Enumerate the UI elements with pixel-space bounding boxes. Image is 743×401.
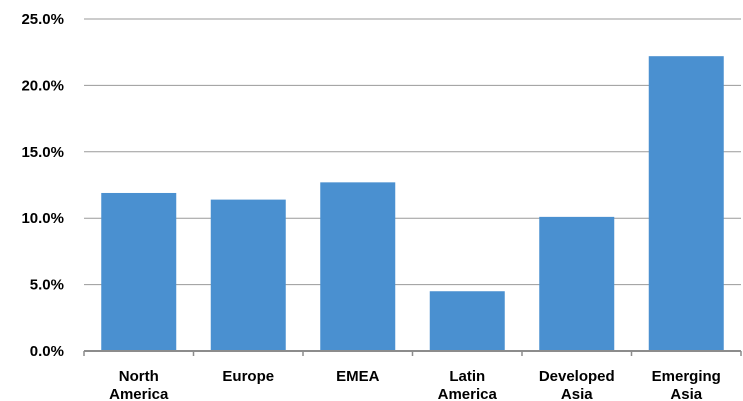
x-tick-label: Asia: [670, 386, 702, 401]
x-tick-label: Developed: [539, 368, 615, 385]
bar: [210, 199, 286, 351]
bar: [648, 56, 724, 352]
x-tick-label: America: [438, 386, 498, 401]
x-tick-label: EMEA: [336, 368, 380, 385]
x-tick-label: America: [109, 386, 169, 401]
x-tick-label: Emerging: [652, 368, 721, 385]
y-tick-label: 15.0%: [21, 144, 64, 161]
x-tick-label: North: [119, 368, 159, 385]
x-tick-label: Latin: [449, 368, 485, 385]
bar: [320, 182, 396, 351]
y-tick-labels: 0.0% 5.0% 10.0% 15.0% 20.0% 25.0%: [21, 11, 64, 360]
bar: [101, 192, 177, 351]
bar: [429, 291, 505, 351]
bar: [539, 216, 615, 351]
y-tick-label: 5.0%: [30, 277, 64, 294]
y-tick-label: 20.0%: [21, 77, 64, 94]
y-tick-label: 0.0%: [30, 343, 64, 360]
y-tick-label: 10.0%: [21, 210, 64, 227]
y-tick-label: 25.0%: [21, 11, 64, 28]
grid-lines: [84, 18, 741, 286]
x-axis: [83, 350, 742, 356]
x-tick-label: Europe: [222, 368, 274, 385]
bars: [101, 56, 724, 352]
x-tick-label: Asia: [561, 386, 593, 401]
